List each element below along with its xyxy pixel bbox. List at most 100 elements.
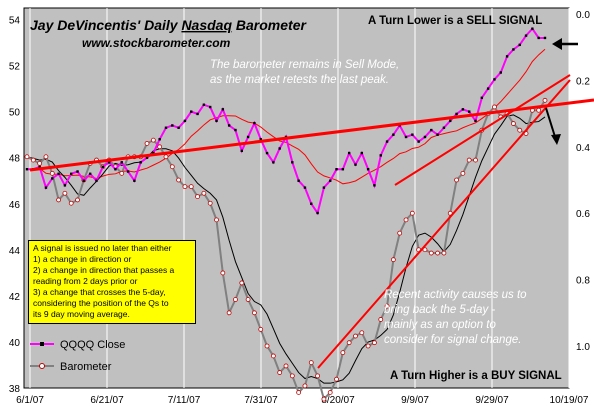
legend-qqqq-label: QQQQ Close — [60, 339, 125, 351]
qqqq-point — [474, 119, 477, 123]
barometer-point — [378, 317, 384, 322]
qqqq-point — [126, 170, 130, 173]
qqqq-point — [366, 168, 370, 171]
qqqq-point — [51, 177, 54, 180]
qqqq-point — [152, 151, 155, 155]
barometer-point — [220, 270, 226, 276]
qqqq-point — [82, 179, 86, 182]
qqqq-point — [404, 135, 408, 139]
left-tick-label: 44 — [9, 246, 21, 257]
barometer-point — [296, 390, 302, 395]
qqqq-point — [253, 121, 256, 125]
signal-rule-line: A signal is issued no later than either — [33, 243, 172, 253]
qqqq-point — [240, 149, 243, 152]
qqqq-point — [493, 78, 496, 81]
qqqq-point — [354, 163, 357, 166]
signal-rule-line: 2) a change in direction that passes a — [33, 265, 175, 275]
qqqq-point — [278, 147, 281, 150]
qqqq-point — [101, 165, 105, 169]
qqqq-point — [63, 184, 67, 187]
qqqq-point — [537, 36, 540, 40]
barometer-point — [150, 137, 156, 143]
qqqq-point — [505, 55, 509, 58]
barometer-point — [334, 376, 339, 382]
barometer-point — [327, 390, 333, 395]
sell-mode-note-line1: The barometer remains in Sell Mode, — [210, 59, 399, 71]
left-tick-label: 52 — [9, 62, 21, 73]
recent-note-line3: mainly as an option to — [384, 319, 496, 331]
barometer-point — [302, 383, 308, 389]
right-tick-label: 0.2 — [576, 76, 590, 87]
barometer-point — [536, 107, 542, 113]
qqqq-point — [171, 124, 174, 127]
barometer-point — [68, 200, 74, 206]
barometer-point — [258, 326, 264, 332]
right-tick-label: 1.0 — [576, 342, 590, 353]
qqqq-point — [360, 151, 364, 155]
barometer-point — [270, 353, 276, 359]
legend-qqqq-marker — [40, 342, 44, 346]
qqqq-point — [512, 48, 515, 51]
barometer-point — [340, 350, 346, 356]
grid-lines — [29, 8, 570, 388]
x-tick-label: 6/1/07 — [16, 395, 44, 406]
barometer-point — [289, 373, 295, 379]
left-tick-label: 42 — [9, 292, 21, 303]
left-tick-label: 40 — [9, 338, 21, 349]
barometer-point — [201, 190, 207, 196]
legend: QQQQ Close Barometer — [30, 339, 125, 373]
barometer-point — [492, 104, 497, 110]
qqqq-point — [385, 140, 389, 143]
x-tick-label: 8/20/07 — [321, 395, 355, 406]
qqqq-point — [114, 168, 117, 171]
barometer-point — [460, 170, 466, 176]
qqqq-point — [57, 172, 60, 176]
qqqq-point — [499, 71, 502, 74]
qqqq-point — [44, 186, 48, 189]
x-tick-label: 6/21/07 — [90, 395, 124, 406]
barometer-point — [207, 200, 213, 206]
qqqq-point — [227, 124, 231, 127]
barometer-point — [43, 154, 49, 160]
qqqq-point — [139, 161, 142, 164]
barometer-point — [188, 184, 194, 190]
sell-mode-note-line2: as the market retests the last peak. — [210, 74, 389, 86]
qqqq-point — [449, 119, 452, 123]
barometer-point — [252, 310, 257, 316]
barometer-point — [390, 257, 396, 263]
qqqq-point — [145, 156, 149, 159]
qqqq-point — [158, 138, 161, 141]
qqqq-point — [120, 161, 123, 164]
qqqq-point — [455, 112, 458, 116]
qqqq-point — [411, 133, 414, 136]
barometer-point — [473, 157, 478, 163]
qqqq-point — [265, 151, 269, 155]
qqqq-point — [25, 168, 29, 171]
qqqq-point — [303, 186, 307, 189]
qqqq-moving-average — [27, 48, 546, 185]
qqqq-point — [259, 138, 262, 141]
barometer-point — [511, 121, 516, 126]
qqqq-point — [486, 87, 490, 90]
barometer-point — [441, 250, 447, 256]
barometer-point — [49, 170, 55, 176]
recent-note-line1: Recent activity causes us to — [384, 289, 527, 301]
qqqq-point — [480, 96, 484, 100]
barometer-point — [239, 280, 245, 286]
qqqq-point — [392, 133, 395, 136]
barometer-point — [144, 141, 150, 146]
qqqq-point — [531, 27, 534, 30]
upper-trendline — [394, 74, 571, 186]
qqqq-point — [215, 119, 218, 123]
qqqq-point — [341, 168, 345, 171]
barometer-point — [195, 194, 200, 200]
barometer-point — [163, 154, 169, 160]
qqqq-point — [329, 179, 332, 182]
qqqq-point — [373, 184, 376, 187]
legend-barometer-label: Barometer — [60, 361, 112, 373]
barometer-point — [157, 144, 163, 150]
qqqq-point — [190, 110, 193, 113]
barometer-point — [542, 97, 548, 103]
qqqq-point — [221, 108, 225, 111]
